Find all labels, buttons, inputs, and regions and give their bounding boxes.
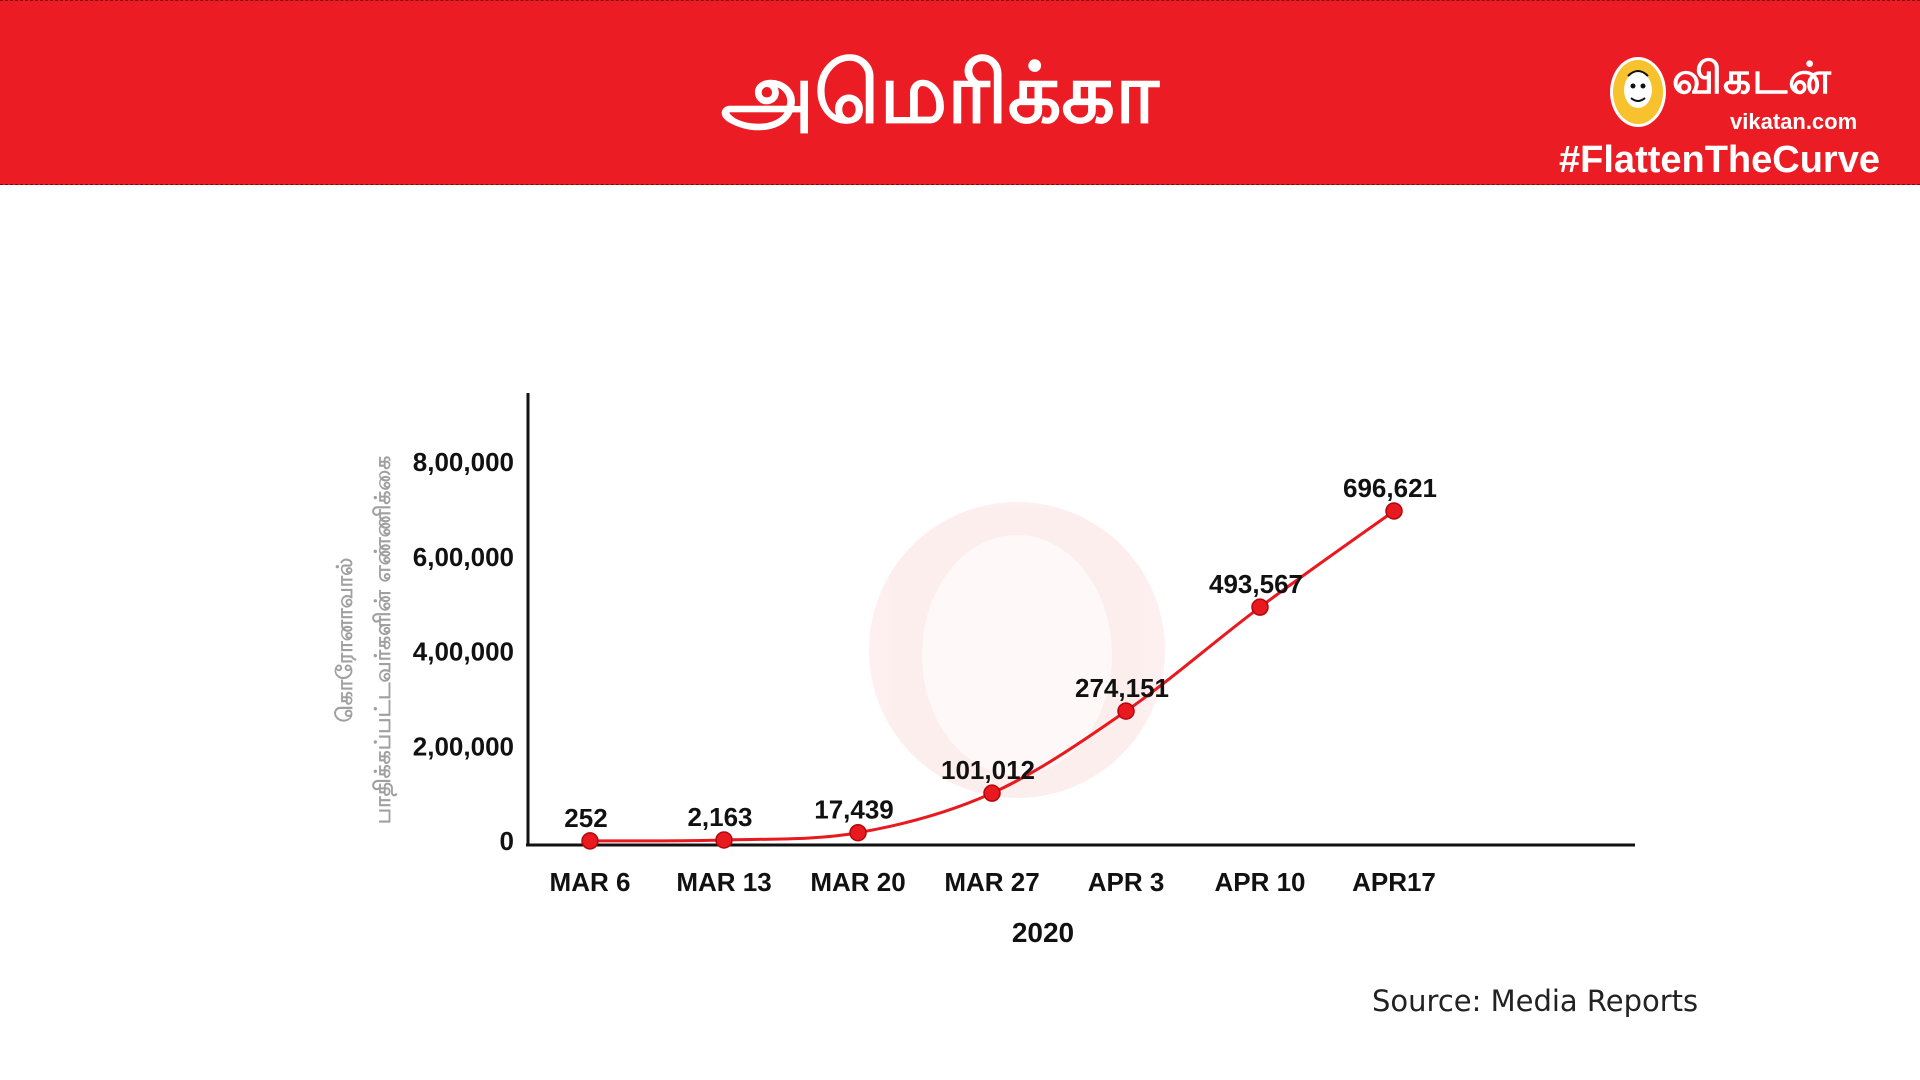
x-tick-label: MAR 13 xyxy=(676,867,771,897)
x-tick-label: MAR 20 xyxy=(810,867,905,897)
source-note: Source: Media Reports xyxy=(1372,984,1699,1018)
brand-block: விகடன் vikatan.com #FlattenTheCurve xyxy=(1559,53,1880,183)
y-tick-label: 8,00,000 xyxy=(413,447,514,477)
data-label: 252 xyxy=(564,803,607,833)
data-label: 17,439 xyxy=(814,795,894,825)
y-tick-label: 4,00,000 xyxy=(413,637,514,667)
x-tick-label: MAR 6 xyxy=(550,867,631,897)
watermark-mascot-icon xyxy=(869,502,1165,798)
x-tick-label: APR 10 xyxy=(1214,867,1305,897)
data-point xyxy=(1385,502,1403,520)
y-axis-title-line2: பாதிக்கப்பட்டவர்களின் எண்ணிக்கை xyxy=(371,456,398,825)
data-label: 274,151 xyxy=(1075,673,1169,703)
data-point xyxy=(1117,702,1135,720)
brand-name: விகடன் xyxy=(1672,53,1832,104)
data-label: 2,163 xyxy=(687,802,752,832)
vikatan-mascot-logo-icon xyxy=(1610,57,1666,127)
data-point xyxy=(581,832,599,850)
y-axis-title-line1: கொரோனாவால் xyxy=(333,558,358,723)
x-tick-label: APR17 xyxy=(1352,867,1436,897)
data-label: 101,012 xyxy=(941,755,1035,785)
y-tick-label: 0 xyxy=(500,826,514,856)
brand-url: vikatan.com xyxy=(1730,109,1858,134)
data-label: 696,621 xyxy=(1343,473,1437,503)
data-label: 493,567 xyxy=(1209,569,1303,599)
x-tick-label: MAR 27 xyxy=(944,867,1039,897)
data-point xyxy=(1251,598,1269,616)
y-tick-label: 6,00,000 xyxy=(413,542,514,572)
x-tick-label: APR 3 xyxy=(1088,867,1165,897)
y-tick-label: 2,00,000 xyxy=(413,731,514,761)
x-axis-title: 2020 xyxy=(1012,917,1074,948)
data-point xyxy=(715,831,733,849)
header-banner: அமெரிக்கா விகடன் vikatan.com #FlattenThe… xyxy=(0,0,1920,185)
page-title: அமெரிக்கா xyxy=(720,44,1160,142)
data-point xyxy=(983,784,1001,802)
hashtag: #FlattenTheCurve xyxy=(1559,139,1880,181)
data-point xyxy=(849,823,867,842)
